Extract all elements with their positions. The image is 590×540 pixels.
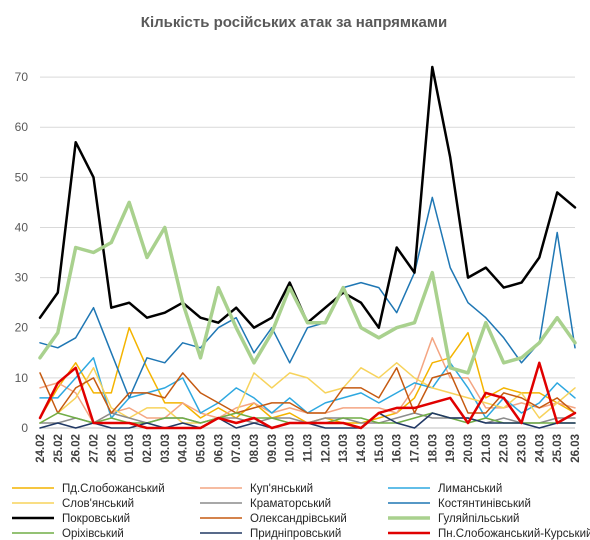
x-tick-label: 16.03	[392, 434, 404, 463]
series-line	[38, 361, 577, 430]
x-tick-label: 03.03	[160, 434, 172, 463]
legend-item: Краматорський	[200, 498, 331, 510]
x-tick-label: 06.03	[213, 434, 225, 463]
series-line	[38, 65, 577, 329]
legend-label: Покровський	[62, 513, 130, 525]
x-tick-label: 14.03	[356, 434, 368, 463]
legend-item: Олександрівський	[200, 513, 347, 525]
x-tick-label: 27.02	[89, 434, 101, 463]
legend-item: Пд.Слобожанський	[12, 483, 165, 495]
x-tick-label: 18.03	[427, 434, 439, 463]
x-tick-label: 15.03	[374, 434, 386, 463]
x-tick-label: 20.03	[463, 434, 475, 463]
series-line	[39, 196, 576, 399]
legend-item: Костянтинівський	[388, 498, 531, 510]
legend-label: Слов'янський	[62, 498, 134, 510]
x-tick-label: 26.02	[71, 434, 83, 463]
x-tick-label: 23.03	[517, 434, 529, 463]
legend-label: Лиманський	[438, 483, 502, 495]
x-tick-label: 22.03	[499, 434, 511, 463]
x-tick-label: 28.02	[106, 434, 118, 463]
x-tick-label: 04.03	[178, 434, 190, 463]
legend-item: Гуляйпільський	[388, 513, 519, 525]
y-tick-label: 40	[15, 220, 29, 234]
legend-label: Пн.Слобожанський-Курський	[438, 528, 590, 540]
x-tick-label: 07.03	[231, 434, 243, 463]
x-tick-label: 11.03	[303, 434, 315, 462]
x-tick-label: 10.03	[285, 434, 297, 463]
x-tick-label: 25.03	[552, 434, 564, 463]
legend-label: Придніпровський	[250, 528, 341, 540]
y-axis: 0 10 20 30 40 50 60 70	[15, 70, 29, 435]
legend-label: Куп'янський	[250, 483, 313, 495]
series-line	[39, 337, 576, 424]
legend-item: Слов'янський	[12, 498, 134, 510]
x-tick-label: 24.02	[35, 434, 47, 463]
legend-item: Пн.Слобожанський-Курський	[388, 528, 590, 540]
x-tick-label: 02.03	[142, 434, 154, 463]
y-tick-label: 50	[15, 170, 29, 184]
series-line	[39, 367, 576, 414]
x-tick-label: 24.03	[534, 434, 546, 463]
legend-item: Оріхівський	[12, 528, 124, 540]
series-line	[38, 200, 577, 375]
x-tick-label: 12.03	[320, 434, 332, 463]
x-tick-label: 13.03	[338, 434, 350, 463]
legend-item: Покровський	[12, 513, 130, 525]
legend-label: Костянтинівський	[438, 498, 531, 510]
x-tick-label: 25.02	[53, 434, 65, 463]
legend-label: Пд.Слобожанський	[62, 483, 165, 495]
x-tick-label: 19.03	[445, 434, 457, 463]
y-tick-label: 60	[15, 120, 29, 134]
x-tick-label: 09.03	[267, 434, 279, 463]
legend-item: Лиманський	[388, 483, 502, 495]
legend-label: Гуляйпільський	[438, 513, 519, 525]
chart-title: Кількість російських атак за напрямками	[141, 14, 447, 31]
plot-area	[38, 65, 577, 430]
x-tick-label: 17.03	[410, 434, 422, 463]
legend: Пд.Слобожанський Куп'янський Лиманський Сло…	[12, 483, 590, 540]
y-tick-label: 0	[21, 421, 28, 435]
y-tick-label: 70	[15, 70, 29, 84]
y-tick-label: 10	[15, 371, 29, 385]
x-tick-label: 05.03	[196, 434, 208, 463]
x-tick-label: 26.03	[570, 434, 582, 463]
series-line	[39, 412, 576, 424]
series-line	[39, 357, 576, 419]
x-tick-label: 21.03	[481, 434, 493, 463]
legend-item: Придніпровський	[200, 528, 341, 540]
legend-item: Куп'янський	[200, 483, 313, 495]
x-tick-label: 01.03	[124, 434, 136, 463]
y-tick-label: 20	[15, 321, 29, 335]
legend-label: Краматорський	[250, 498, 331, 510]
x-tick-label: 08.03	[249, 434, 261, 463]
legend-label: Оріхівський	[62, 528, 124, 540]
x-axis: 24.02 25.02 26.02 27.02 28.02 01.03 02.03 03.03…	[35, 427, 582, 463]
y-tick-label: 30	[15, 271, 29, 285]
legend-label: Олександрівський	[250, 513, 347, 525]
series-line	[39, 412, 576, 424]
